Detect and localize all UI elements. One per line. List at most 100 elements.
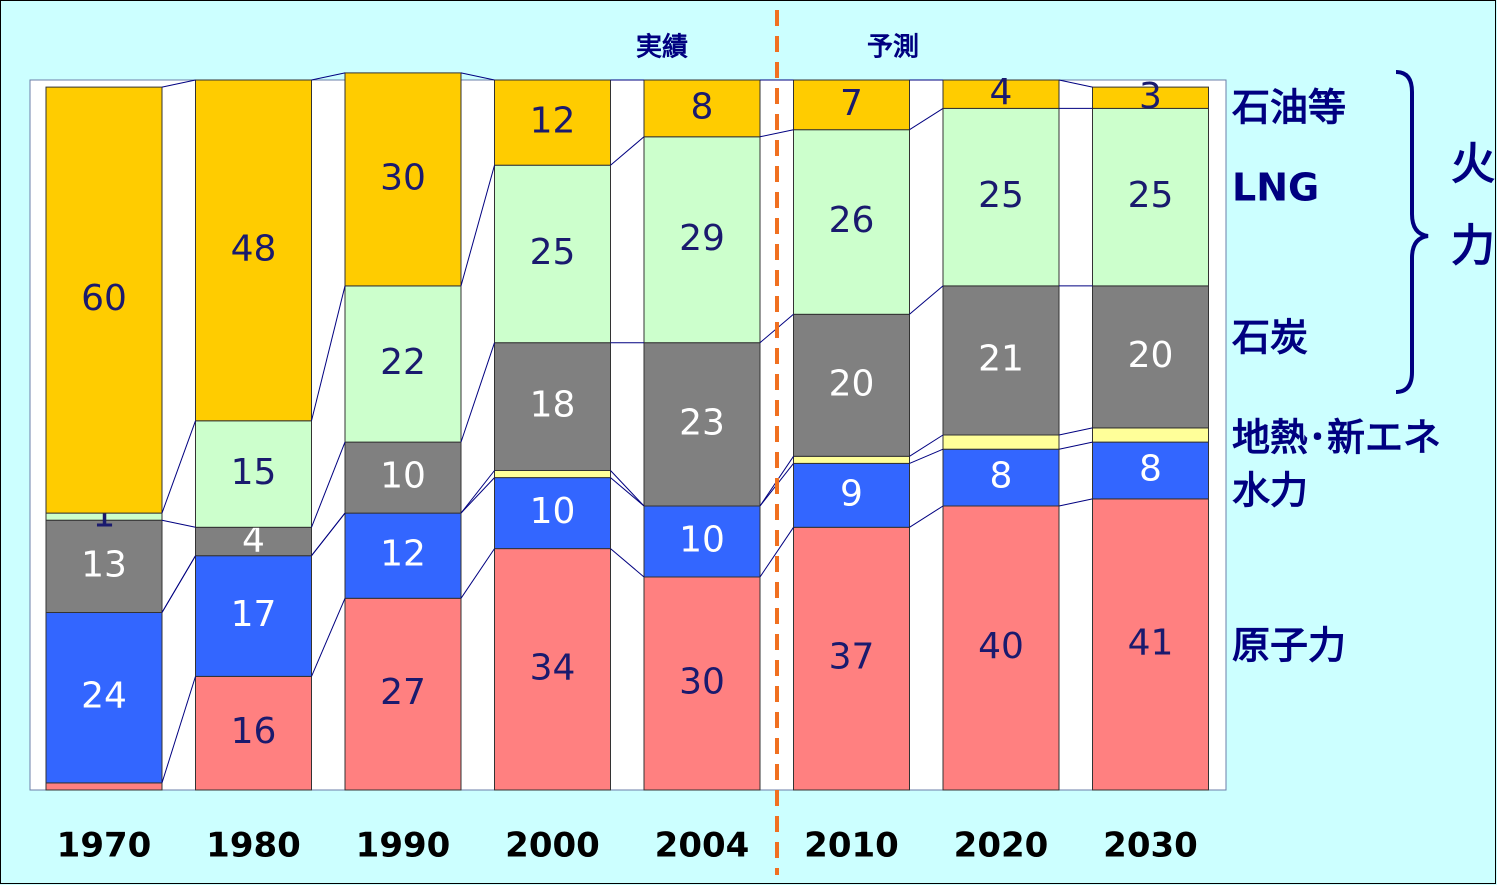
data-label: 10	[380, 456, 426, 497]
bar-segment	[793, 79, 910, 131]
connector	[909, 285, 944, 315]
bar-segment	[793, 462, 910, 528]
data-label: 29	[679, 218, 725, 259]
connector	[311, 285, 346, 421]
connector	[161, 79, 196, 88]
connector	[460, 548, 495, 599]
data-label: 26	[829, 200, 875, 241]
connector	[460, 470, 495, 514]
legend-label: 石炭	[1232, 316, 1308, 360]
bar-segment	[793, 313, 910, 457]
bar-segment	[793, 526, 910, 791]
bar-segment	[494, 477, 611, 550]
connector	[610, 470, 645, 507]
bar-segment	[643, 505, 761, 578]
data-label: 24	[81, 676, 127, 717]
group-label: 火力	[1443, 140, 1494, 304]
data-label: 15	[231, 452, 277, 493]
x-tick-label: 1990	[356, 826, 451, 866]
data-label: 20	[829, 363, 875, 404]
bar-segment	[195, 420, 312, 528]
bar-segment	[643, 136, 761, 344]
data-label: 37	[829, 637, 875, 678]
bar-segment	[1092, 498, 1209, 791]
x-tick-label: 2004	[655, 826, 750, 866]
bar-segment	[942, 505, 1060, 791]
data-label: 7	[840, 83, 863, 124]
data-label: 23	[679, 402, 725, 443]
bar-segment	[344, 72, 462, 287]
bar-segment	[942, 434, 1060, 450]
data-label: 4	[990, 72, 1013, 113]
connector	[1058, 498, 1093, 507]
connector	[759, 129, 794, 138]
connector	[909, 505, 944, 528]
connector	[1058, 441, 1093, 450]
connector	[1058, 79, 1093, 88]
connector	[909, 448, 944, 464]
x-tick-label: 2020	[954, 826, 1049, 866]
bar-segment	[942, 79, 1060, 109]
data-label: 17	[231, 594, 277, 635]
data-label: 25	[1128, 175, 1174, 216]
x-tick-label: 2000	[505, 826, 600, 866]
bar-segment	[195, 555, 312, 677]
brace	[1395, 70, 1429, 394]
connector	[460, 342, 495, 443]
connector	[311, 72, 346, 81]
bar-segment	[494, 164, 611, 344]
data-label: 60	[81, 278, 127, 319]
bar-segment	[793, 455, 910, 464]
data-label: 40	[978, 626, 1024, 667]
data-label: 20	[1128, 335, 1174, 376]
bar-segment	[494, 548, 611, 791]
data-label: 41	[1128, 622, 1174, 663]
data-label: 25	[978, 175, 1024, 216]
bar-segment	[793, 129, 910, 315]
bar-segment	[195, 675, 312, 791]
data-label: 22	[380, 342, 426, 383]
x-tick-label: 1980	[206, 826, 301, 866]
bar-segment	[643, 576, 761, 791]
connector	[610, 477, 645, 507]
bar-segment	[942, 448, 1060, 507]
bar-segment	[195, 79, 312, 422]
bar-segment	[643, 79, 761, 138]
bar-segment	[494, 79, 611, 166]
data-label: 48	[231, 228, 277, 269]
connector	[610, 548, 645, 578]
connector	[460, 72, 495, 81]
bar-segment	[1092, 86, 1209, 109]
data-label: 10	[530, 491, 576, 532]
bar-segment	[494, 342, 611, 472]
bar-segment	[344, 512, 462, 599]
data-label: 21	[978, 338, 1024, 379]
bar-segment	[942, 107, 1060, 287]
data-label: 13	[81, 544, 127, 585]
bar-segment	[344, 285, 462, 443]
connector	[759, 527, 794, 578]
bar-segment	[1092, 285, 1209, 429]
phase-label: 実績	[636, 32, 688, 63]
connector	[311, 512, 346, 557]
connector	[909, 434, 944, 457]
connector	[460, 165, 495, 287]
x-tick-label: 1970	[57, 826, 152, 866]
data-label: 25	[530, 232, 576, 273]
data-label: 12	[380, 534, 426, 575]
connector	[161, 676, 196, 784]
data-label: 30	[679, 662, 725, 703]
x-tick-label: 2010	[804, 826, 899, 866]
connector	[161, 420, 196, 514]
data-label: 4	[242, 520, 265, 561]
data-label: 10	[679, 520, 725, 561]
bar-segment	[942, 285, 1060, 436]
legend-label: 石油等	[1232, 86, 1346, 130]
data-label: 8	[990, 456, 1013, 497]
bar-segment	[45, 612, 163, 784]
data-label: 27	[380, 672, 426, 713]
data-label: 8	[691, 86, 714, 127]
connector	[311, 441, 346, 528]
